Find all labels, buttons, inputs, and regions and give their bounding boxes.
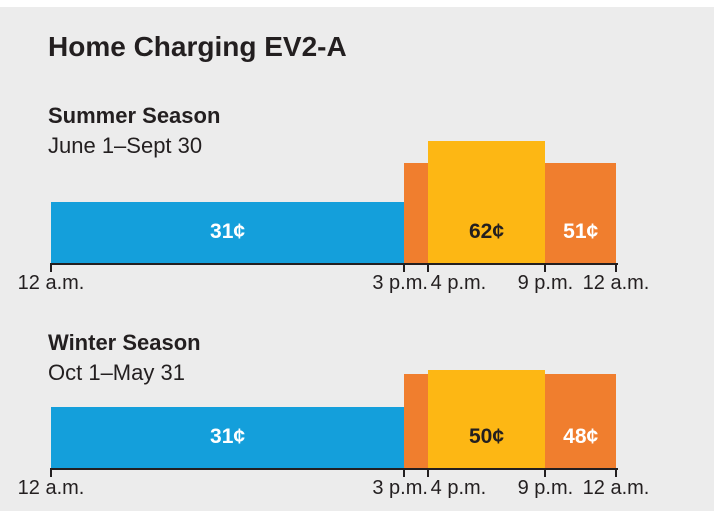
axis-tick-label: 3 p.m. [372, 477, 428, 499]
summer-season-title: Summer Season [48, 103, 221, 128]
winter-season-header: Winter Season Oct 1–May 31 [48, 328, 201, 388]
rate-label: 31¢ [210, 425, 246, 448]
rate-label: 48¢ [563, 425, 599, 448]
winter-rate-chart: 31¢ 50¢ 48¢ 12 a.m. 3 p.m. 4 p.m. 9 p.m. 12 a.m… [0, 7, 714, 511]
winter-season-dates: Oct 1–May 31 [48, 360, 185, 385]
axis-tick-label: 12 a.m. [17, 477, 85, 499]
axis-tick-label: 4 p.m. [430, 272, 487, 294]
axis-tick [544, 468, 547, 477]
summer-season-dates: June 1–Sept 30 [48, 133, 203, 158]
summer-rate-chart: 31¢ 62¢ 51¢ 12 a.m. 3 p.m. 4 p.m. 9 p.m. 12 a.m… [0, 7, 714, 511]
rate-bar [427, 141, 546, 263]
axis-tick-label: 12 a.m. [17, 272, 85, 294]
winter-season-title: Winter Season [48, 330, 201, 355]
rate-bar [545, 374, 616, 468]
axis-tick [50, 263, 52, 272]
x-axis-line [51, 468, 618, 470]
x-axis-line [51, 263, 618, 265]
axis-tick [50, 468, 52, 477]
rate-bar [51, 407, 405, 468]
rate-chart-card: Home Charging EV2-A Summer Season June 1… [0, 7, 714, 511]
axis-tick [426, 263, 429, 272]
axis-tick [615, 468, 617, 477]
axis-tick-label: 4 p.m. [430, 477, 487, 499]
axis-tick [403, 468, 406, 477]
axis-tick [426, 468, 429, 477]
rate-bar [404, 163, 428, 263]
axis-tick [615, 263, 617, 272]
rate-label: 50¢ [468, 425, 505, 448]
axis-tick [544, 263, 547, 272]
axis-tick-label: 12 a.m. [582, 272, 650, 294]
page-title: Home Charging EV2-A [48, 31, 347, 62]
rate-bar [51, 202, 405, 263]
rate-label: 62¢ [468, 220, 505, 243]
axis-tick-label: 12 a.m. [582, 477, 650, 499]
rate-bar [404, 374, 428, 468]
axis-tick-label: 9 p.m. [517, 477, 574, 499]
rate-label: 51¢ [563, 220, 599, 243]
rate-label: 31¢ [210, 220, 246, 243]
summer-season-header: Summer Season June 1–Sept 30 [48, 101, 220, 161]
axis-tick-label: 9 p.m. [517, 272, 574, 294]
rate-bar [427, 370, 546, 468]
axis-tick-label: 3 p.m. [372, 272, 428, 294]
axis-tick [403, 263, 406, 272]
rate-bar [545, 163, 616, 263]
